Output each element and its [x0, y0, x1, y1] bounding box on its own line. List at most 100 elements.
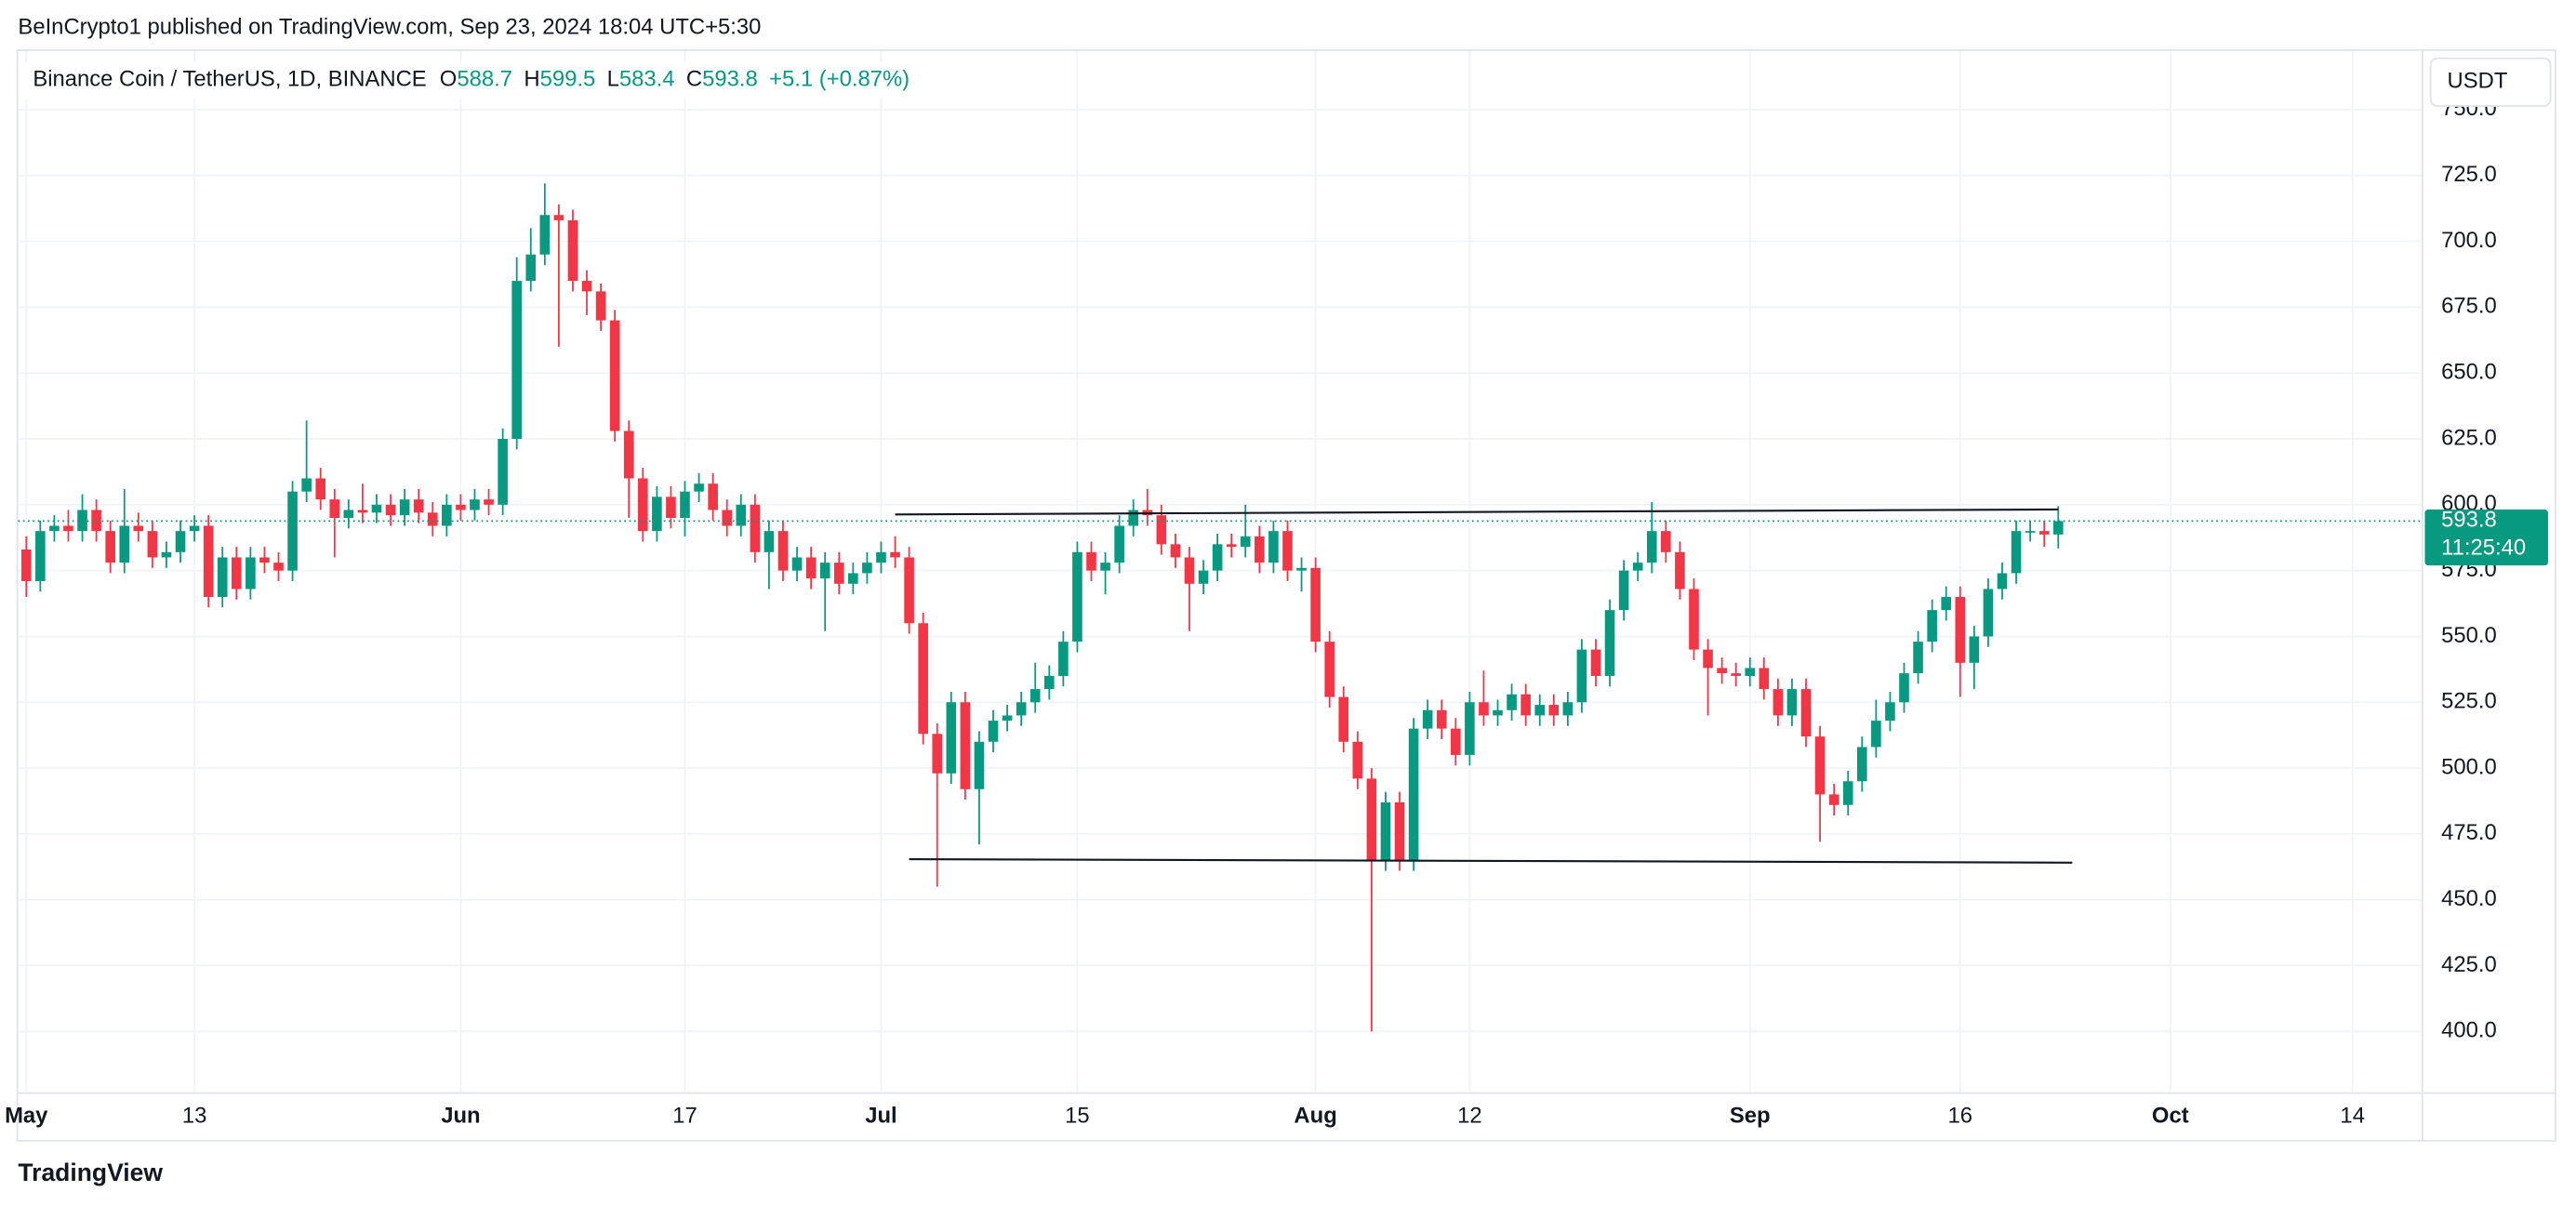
candle-body [2011, 531, 2022, 574]
candle-body [1759, 668, 1770, 690]
candle-body [217, 557, 228, 597]
candle-body [595, 291, 606, 321]
candle-body [1955, 596, 1966, 663]
footer-logo: TradingView [18, 1159, 163, 1186]
trend-line [895, 508, 2059, 516]
candle-body [1675, 551, 1685, 589]
currency-button[interactable] [2429, 57, 2552, 107]
candle-body [791, 557, 803, 571]
candle-body [932, 734, 943, 774]
ohlc-value: 599.5 [540, 67, 596, 92]
candle-body [1507, 694, 1517, 710]
candle-body [1366, 778, 1377, 861]
candle-body [609, 320, 620, 431]
candle-body [1100, 563, 1110, 571]
candle-body [525, 254, 537, 282]
candle-body [1058, 642, 1069, 676]
candle-body [974, 741, 985, 789]
candle-body [511, 281, 522, 440]
candle-body [1534, 705, 1546, 716]
candle-body [427, 512, 438, 526]
candle-body [1983, 589, 1994, 637]
candle-body [680, 491, 690, 519]
candle-body [1043, 675, 1055, 690]
candle-body [470, 499, 480, 510]
ohlc-label: O [440, 67, 458, 92]
candle-body [1086, 551, 1096, 571]
candle-body [960, 702, 971, 789]
candle-body [819, 563, 830, 579]
candle-body [1871, 721, 1881, 748]
candle-body [862, 563, 872, 574]
x-tick-label: 12 [1457, 1104, 1482, 1129]
candle-body [1128, 510, 1139, 526]
y-tick-label: 475.0 [2441, 820, 2497, 845]
candle-body [484, 499, 494, 505]
candle-body [329, 499, 340, 519]
candle-body [287, 491, 298, 571]
candle-body [1422, 709, 1433, 729]
candle-body [49, 525, 60, 532]
candle-body [1198, 570, 1209, 584]
candle-body [988, 721, 999, 742]
legend-bg [22, 62, 976, 99]
candle-body [2025, 531, 2036, 533]
candle-body [20, 549, 32, 581]
candle-body [1885, 702, 1895, 722]
candle-body [1072, 551, 1082, 642]
candle-body [1703, 649, 1713, 669]
countdown: 11:25:40 [2441, 536, 2526, 561]
candle-body [1408, 728, 1419, 861]
candle-body [246, 557, 256, 589]
candle-body [259, 557, 270, 563]
candle-body [385, 504, 396, 516]
y-tick-label: 525.0 [2441, 689, 2497, 714]
y-tick-label: 725.0 [2441, 162, 2497, 187]
candle-body [63, 525, 73, 532]
candle-body [442, 504, 452, 526]
candle-body [1604, 610, 1615, 676]
candle-body [833, 563, 844, 584]
candle-body [918, 623, 928, 735]
candle-body [1745, 668, 1756, 676]
x-tick-label: Sep [1730, 1104, 1771, 1129]
candle-body [946, 702, 957, 774]
candle-body [105, 531, 115, 563]
candle-body [301, 478, 312, 492]
candle-body [1520, 694, 1531, 716]
y-tick-label: 700.0 [2441, 228, 2497, 253]
currency[interactable]: USDT [2448, 69, 2508, 94]
x-tick-label: 15 [1065, 1104, 1090, 1129]
plot [18, 183, 2422, 1032]
x-tick-label: 16 [1948, 1104, 1973, 1129]
y-tick-label: 450.0 [2441, 886, 2497, 911]
candle-body [1394, 801, 1405, 861]
y-tick-label: 550.0 [2441, 623, 2497, 648]
candle-body [1842, 781, 1853, 805]
candle-body [1268, 531, 1279, 563]
candle-body [1941, 596, 1952, 611]
x-tick-label: 13 [182, 1104, 207, 1129]
candle-body [1282, 531, 1293, 571]
ohlc-label: C [686, 67, 702, 92]
ohlc-value: 588.7 [457, 67, 512, 92]
x-tick-label: Jul [865, 1104, 896, 1129]
candle-body [315, 478, 326, 500]
candle-body [553, 215, 564, 220]
candle-body [1814, 736, 1826, 795]
candle-body [1632, 563, 1643, 571]
candle-body [876, 551, 886, 563]
candle-body [1899, 673, 1909, 703]
candle-body [1773, 689, 1784, 716]
y-tick-label: 625.0 [2441, 425, 2497, 450]
candle-body [1156, 515, 1167, 545]
candle-body [666, 497, 676, 519]
candle-body [1590, 649, 1601, 676]
candle-body [175, 531, 186, 552]
y-tick-label: 425.0 [2441, 952, 2497, 977]
candle-body [708, 483, 718, 510]
last-price: 593.8 [2441, 508, 2497, 533]
candle-body [764, 531, 775, 552]
candle-body [498, 439, 508, 505]
